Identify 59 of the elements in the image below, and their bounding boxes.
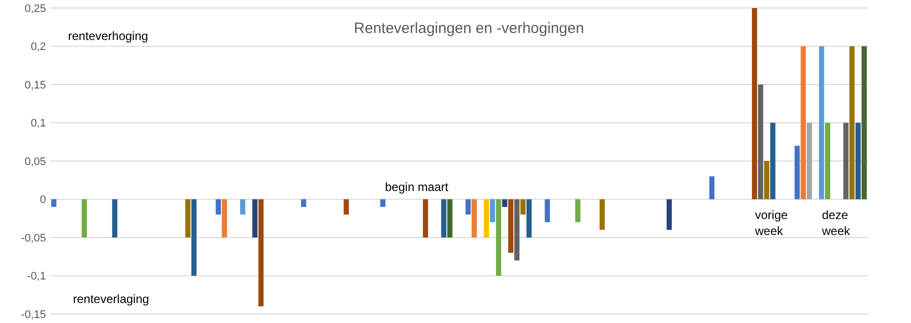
bar	[575, 199, 580, 222]
bar	[380, 199, 386, 207]
bar	[441, 199, 446, 238]
bar	[764, 161, 770, 200]
bar	[240, 199, 246, 215]
y-tick-label: 0,15	[24, 79, 46, 92]
annotation: vorige week	[754, 208, 788, 238]
bar	[466, 199, 471, 215]
y-tick-label: 0,1	[30, 118, 46, 130]
bar	[447, 199, 452, 238]
bar	[843, 122, 848, 200]
bar	[806, 122, 812, 200]
bar	[666, 199, 672, 230]
bar	[514, 199, 520, 260]
bar	[51, 199, 56, 207]
bar	[112, 199, 118, 238]
bar	[502, 199, 508, 207]
bar	[484, 199, 490, 238]
bar	[862, 46, 867, 200]
y-tick-label: 0,2	[30, 41, 46, 54]
bar	[526, 199, 532, 238]
bar	[800, 46, 806, 200]
bar	[472, 199, 477, 238]
bar	[82, 199, 87, 238]
annotation: renteverlaging	[73, 292, 150, 306]
bar	[856, 122, 861, 200]
y-tick-label: 0,25	[24, 2, 46, 15]
annotation: begin maart	[385, 180, 450, 194]
bar	[600, 199, 605, 230]
bar	[301, 199, 306, 207]
bar	[344, 199, 349, 215]
bar	[496, 199, 502, 276]
annotation: deze week	[821, 208, 852, 238]
annotation: renteverhoging	[68, 29, 148, 43]
bar	[252, 199, 258, 238]
bar	[794, 146, 800, 200]
bar	[818, 46, 824, 200]
bar	[185, 199, 190, 238]
y-tick-label: -0,05	[20, 232, 46, 244]
y-tick-label: -0,15	[20, 308, 46, 321]
y-tick-label: 0	[40, 194, 46, 206]
bar	[520, 199, 526, 215]
y-tick-label: -0,1	[27, 270, 46, 283]
bar	[758, 84, 764, 200]
bar	[222, 199, 228, 238]
bar	[770, 122, 776, 200]
bar	[544, 199, 550, 222]
y-tick-label: 0,05	[24, 156, 46, 168]
bar	[490, 199, 496, 222]
bar	[825, 122, 830, 200]
bar	[709, 176, 714, 200]
bar	[258, 199, 264, 306]
bar	[849, 46, 855, 200]
bar	[422, 199, 428, 238]
bar	[216, 199, 221, 215]
bar	[508, 199, 514, 253]
text: Renteverlagingen en -verhogingen	[354, 20, 584, 37]
bar	[191, 199, 197, 276]
bar	[752, 8, 758, 200]
